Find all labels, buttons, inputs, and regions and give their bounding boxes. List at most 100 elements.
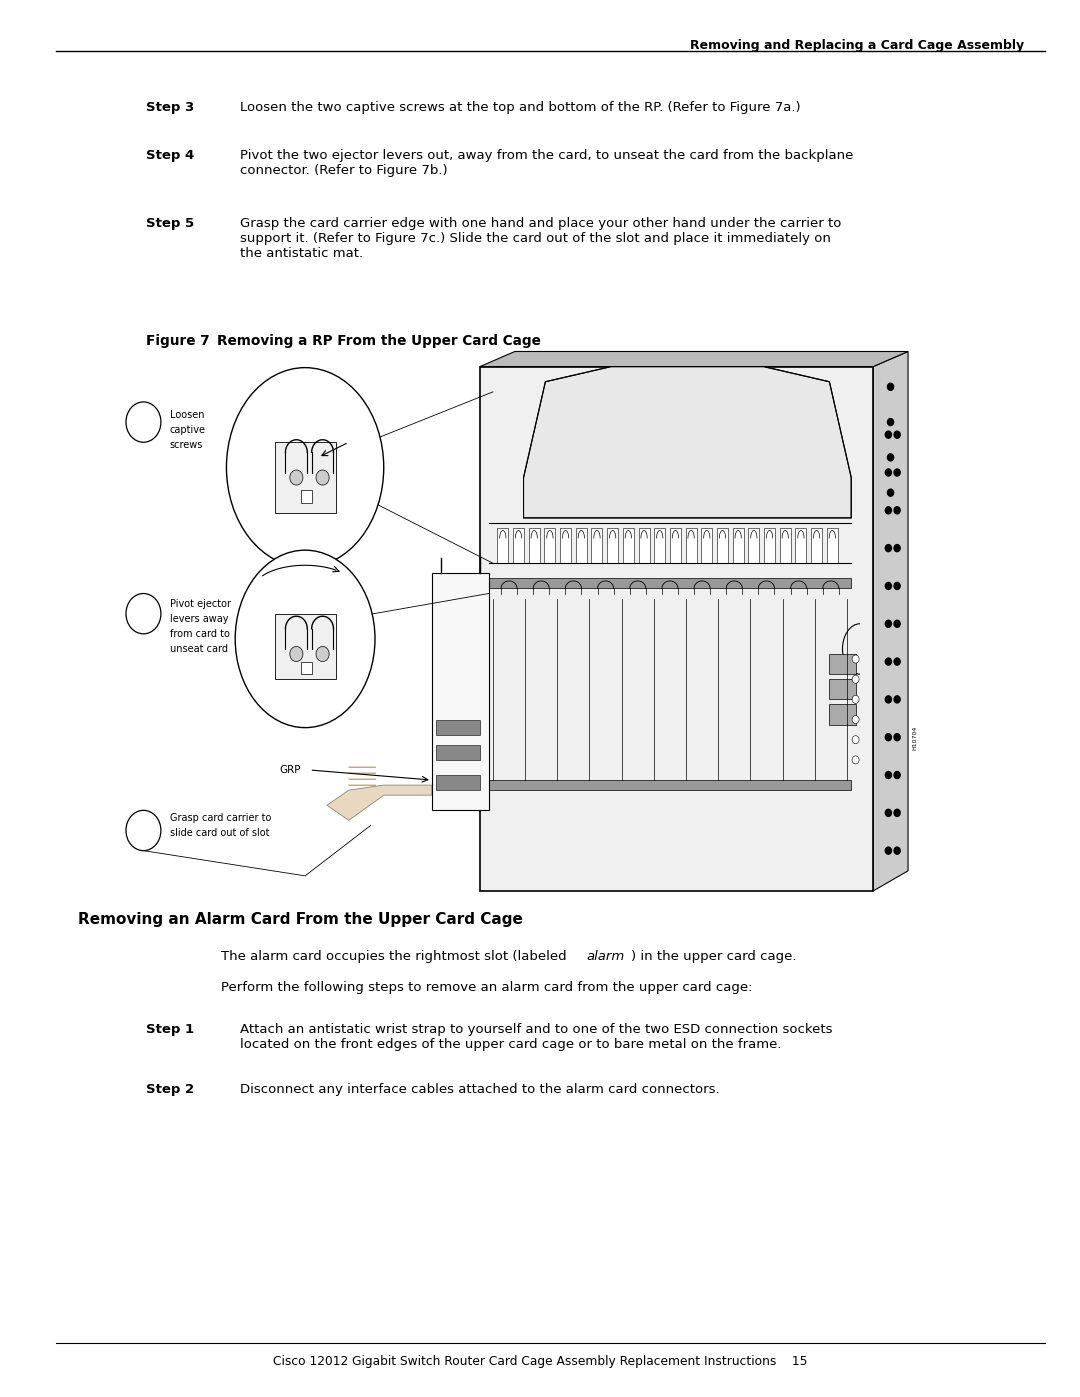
- Polygon shape: [524, 366, 851, 518]
- Circle shape: [852, 675, 859, 683]
- Circle shape: [886, 545, 891, 552]
- Circle shape: [894, 658, 900, 665]
- Ellipse shape: [235, 550, 375, 728]
- Bar: [829, 654, 855, 675]
- Bar: [436, 775, 480, 791]
- Text: Perform the following steps to remove an alarm card from the upper card cage:: Perform the following steps to remove an…: [221, 981, 753, 993]
- Text: Grasp card carrier to: Grasp card carrier to: [170, 813, 271, 823]
- Text: Pivot ejector: Pivot ejector: [170, 598, 231, 609]
- Bar: [623, 528, 634, 563]
- Circle shape: [894, 507, 900, 514]
- Bar: [764, 528, 775, 563]
- Text: Removing a RP From the Upper Card Cage: Removing a RP From the Upper Card Cage: [217, 334, 541, 348]
- Text: Step 3: Step 3: [146, 101, 194, 113]
- Circle shape: [886, 696, 891, 703]
- Text: Step 5: Step 5: [146, 217, 194, 229]
- Circle shape: [888, 489, 893, 496]
- Circle shape: [894, 771, 900, 778]
- Text: captive: captive: [170, 425, 205, 434]
- Bar: [670, 528, 680, 563]
- Circle shape: [886, 432, 891, 439]
- Bar: [274, 443, 336, 513]
- Bar: [480, 366, 873, 891]
- Bar: [513, 528, 524, 563]
- Text: H10704: H10704: [913, 725, 917, 750]
- Circle shape: [126, 594, 161, 634]
- Bar: [780, 528, 791, 563]
- Text: Grasp the card carrier edge with one hand and place your other hand under the ca: Grasp the card carrier edge with one han…: [240, 217, 841, 260]
- Circle shape: [289, 647, 302, 662]
- Bar: [811, 528, 822, 563]
- Bar: [436, 745, 480, 760]
- Text: Pivot the two ejector levers out, away from the card, to unseat the card from th: Pivot the two ejector levers out, away f…: [240, 149, 853, 177]
- Circle shape: [316, 469, 329, 485]
- Bar: [436, 719, 480, 735]
- Circle shape: [886, 658, 891, 665]
- Bar: [748, 528, 759, 563]
- Circle shape: [886, 620, 891, 627]
- Bar: [701, 528, 713, 563]
- Ellipse shape: [227, 367, 383, 567]
- Text: Attach an antistatic wrist strap to yourself and to one of the two ESD connectio: Attach an antistatic wrist strap to your…: [240, 1023, 833, 1051]
- Text: Step 4: Step 4: [146, 149, 194, 162]
- Bar: [829, 704, 855, 725]
- Circle shape: [888, 383, 893, 390]
- Polygon shape: [480, 352, 908, 366]
- Bar: [829, 679, 855, 700]
- Circle shape: [126, 810, 161, 851]
- Text: unseat card: unseat card: [170, 644, 228, 654]
- Circle shape: [888, 419, 893, 426]
- Text: Removing and Replacing a Card Cage Assembly: Removing and Replacing a Card Cage Assem…: [690, 39, 1024, 52]
- Circle shape: [894, 696, 900, 703]
- Polygon shape: [873, 352, 908, 891]
- Circle shape: [852, 756, 859, 764]
- Text: Removing an Alarm Card From the Upper Card Cage: Removing an Alarm Card From the Upper Ca…: [78, 912, 523, 928]
- Text: ) in the upper card cage.: ) in the upper card cage.: [631, 950, 796, 963]
- Text: Cisco 12012 Gigabit Switch Router Card Cage Assembly Replacement Instructions   : Cisco 12012 Gigabit Switch Router Card C…: [273, 1355, 807, 1368]
- Text: a: a: [140, 418, 147, 427]
- Circle shape: [894, 847, 900, 854]
- Text: c: c: [140, 826, 146, 835]
- Circle shape: [894, 620, 900, 627]
- Bar: [274, 613, 336, 679]
- Circle shape: [894, 545, 900, 552]
- Bar: [732, 528, 744, 563]
- Bar: [638, 528, 649, 563]
- Circle shape: [894, 733, 900, 740]
- Circle shape: [316, 647, 329, 662]
- Circle shape: [852, 696, 859, 704]
- Text: alarm: alarm: [586, 950, 624, 963]
- Circle shape: [126, 402, 161, 443]
- Text: Figure 7: Figure 7: [146, 334, 210, 348]
- Bar: [717, 528, 728, 563]
- Bar: [300, 490, 312, 503]
- Bar: [576, 528, 586, 563]
- Bar: [607, 528, 618, 563]
- Bar: [592, 528, 603, 563]
- Text: Step 1: Step 1: [146, 1023, 194, 1035]
- Circle shape: [886, 469, 891, 476]
- Text: slide card out of slot: slide card out of slot: [170, 828, 269, 838]
- Bar: [432, 573, 488, 810]
- Text: from card to: from card to: [170, 629, 230, 638]
- Circle shape: [886, 771, 891, 778]
- Bar: [796, 528, 807, 563]
- Circle shape: [888, 454, 893, 461]
- Text: Step 2: Step 2: [146, 1083, 194, 1095]
- Bar: [654, 528, 665, 563]
- Bar: [488, 578, 851, 588]
- Text: Loosen the two captive screws at the top and bottom of the RP. (Refer to Figure : Loosen the two captive screws at the top…: [240, 101, 800, 113]
- Circle shape: [886, 809, 891, 816]
- Text: levers away: levers away: [170, 613, 228, 623]
- Text: Disconnect any interface cables attached to the alarm card connectors.: Disconnect any interface cables attached…: [240, 1083, 719, 1095]
- Bar: [529, 528, 540, 563]
- Circle shape: [894, 469, 900, 476]
- Circle shape: [852, 655, 859, 664]
- Bar: [488, 780, 851, 791]
- Circle shape: [886, 583, 891, 590]
- Bar: [827, 528, 838, 563]
- Bar: [686, 528, 697, 563]
- Bar: [300, 662, 312, 675]
- Circle shape: [852, 736, 859, 743]
- Circle shape: [886, 847, 891, 854]
